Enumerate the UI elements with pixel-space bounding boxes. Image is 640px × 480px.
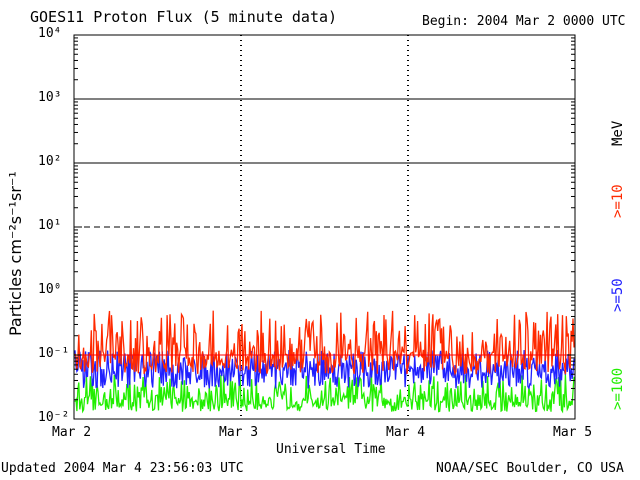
y-tick-label: 10¹ xyxy=(38,218,62,233)
series-ge50 xyxy=(74,349,575,390)
series-ge100-line xyxy=(74,374,575,414)
y-tick-label: 10³ xyxy=(38,90,62,105)
y-tick-label: 10⁻² xyxy=(38,410,70,425)
credit-label: NOAA/SEC Boulder, CO USA xyxy=(436,461,624,476)
y-tick-label: 10⁻¹ xyxy=(38,346,70,361)
y-tick-label: 10⁰ xyxy=(38,282,62,297)
series-ge100 xyxy=(74,374,575,414)
y-tick-label: 10² xyxy=(38,154,62,169)
updated-timestamp: Updated 2004 Mar 4 23:56:03 UTC xyxy=(1,461,244,476)
begin-time-label: Begin: 2004 Mar 2 0000 UTC xyxy=(422,14,626,29)
x-axis-label: Universal Time xyxy=(276,442,386,457)
x-tick-label: Mar 4 xyxy=(386,425,426,440)
legend-ge10-label: >=10 xyxy=(610,184,626,218)
y-tick-label: 10⁴ xyxy=(38,26,62,41)
chart-title: GOES11 Proton Flux (5 minute data) xyxy=(30,8,338,26)
legend-unit-label: MeV xyxy=(610,120,626,146)
legend-ge100-label: >=100 xyxy=(610,367,626,410)
x-tick-label: Mar 2 xyxy=(52,425,92,440)
x-tick-label: Mar 5 xyxy=(553,425,593,440)
legend-ge50-label: >=50 xyxy=(610,278,626,312)
y-axis-label: Particles cm⁻²s⁻¹sr⁻¹ xyxy=(6,171,25,336)
axis-ticks xyxy=(74,34,575,420)
series-ge50-line xyxy=(74,349,575,390)
x-tick-label: Mar 3 xyxy=(219,425,259,440)
